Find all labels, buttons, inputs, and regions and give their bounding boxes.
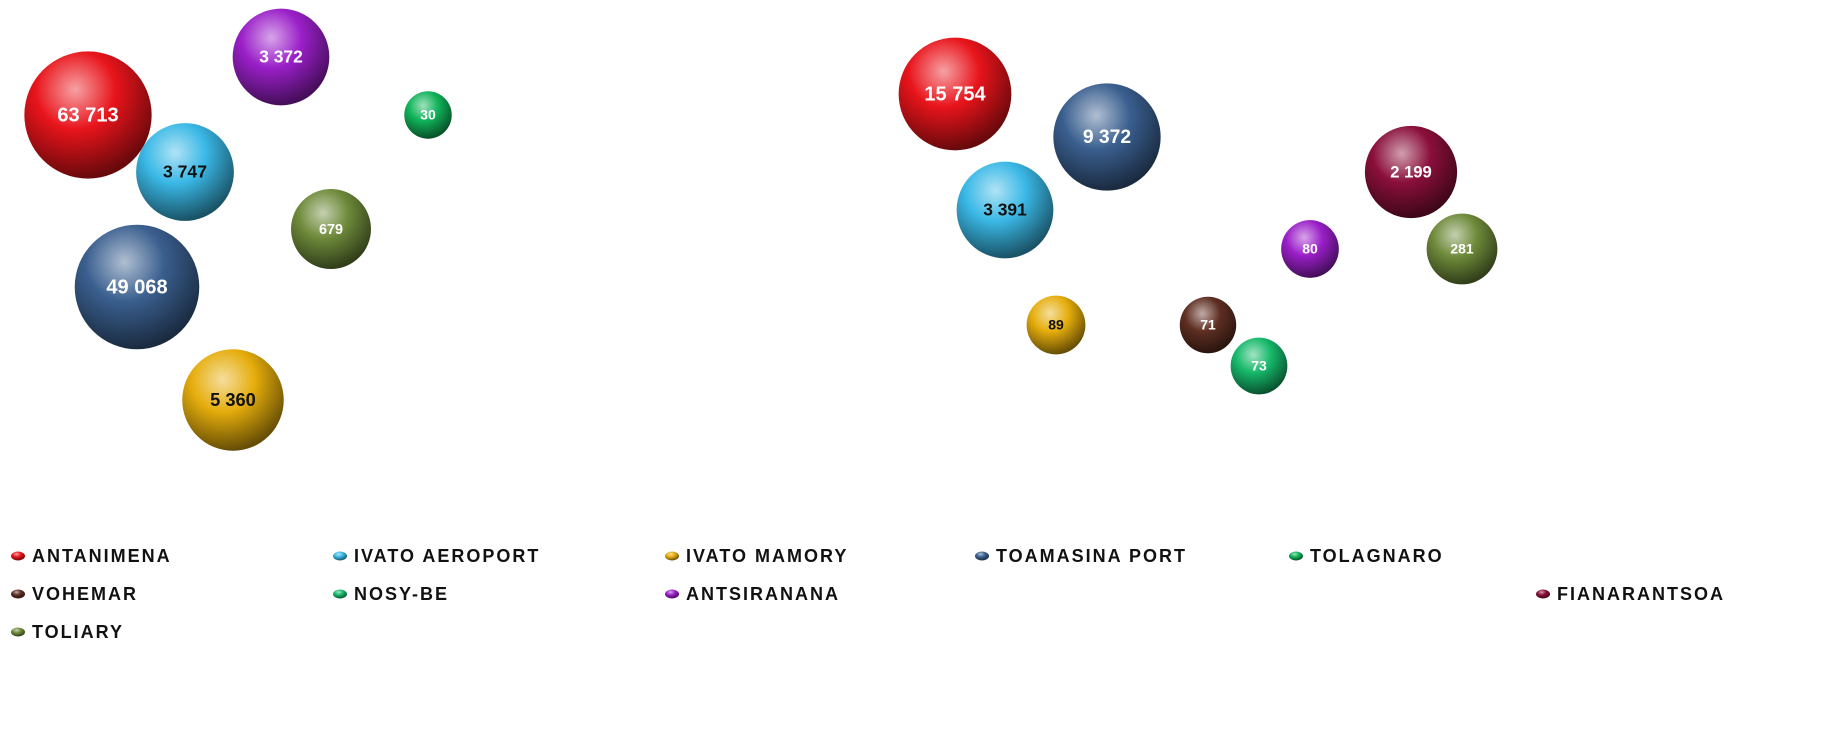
data-label: 3 391 [983, 200, 1027, 220]
data-label: 281 [1450, 241, 1474, 257]
data-label: 63 713 [57, 104, 118, 126]
bubble [1179, 296, 1237, 354]
bubble [1281, 220, 1339, 278]
data-label: 73 [1251, 358, 1267, 374]
data-label: 679 [319, 222, 343, 238]
legend-label: ANTANIMENA [32, 546, 172, 566]
legend-marker [665, 589, 679, 599]
bubble [74, 224, 200, 350]
legend-label: IVATO MAMORY [686, 546, 848, 566]
data-label: 5 360 [210, 389, 256, 410]
legend-marker [665, 551, 679, 561]
data-label: 9 372 [1083, 127, 1131, 148]
legend-marker [333, 589, 347, 599]
bubble [404, 91, 452, 139]
legend-marker [975, 551, 989, 561]
bubble [1426, 213, 1498, 285]
legend-label: FIANARANTSOA [1557, 584, 1725, 604]
data-label: 2 199 [1390, 162, 1432, 181]
bubble [1230, 337, 1288, 395]
data-label: 71 [1200, 317, 1216, 333]
legend-label: ANTSIRANANA [686, 584, 840, 604]
bubble [1364, 125, 1458, 219]
legend-marker [333, 551, 347, 561]
data-label: 30 [420, 107, 436, 123]
legend-marker [11, 627, 25, 637]
bubble [956, 161, 1054, 259]
bubble [1053, 83, 1161, 191]
bubble [136, 123, 234, 221]
legend-label: IVATO AEROPORT [354, 546, 540, 566]
data-label: 3 747 [163, 162, 207, 182]
legend-label: NOSY-BE [354, 584, 449, 604]
bubble [24, 51, 152, 179]
data-label: 3 372 [259, 47, 303, 67]
legend-marker [1536, 589, 1550, 599]
legend-marker [11, 551, 25, 561]
legend-label: VOHEMAR [32, 584, 138, 604]
bubble [182, 349, 284, 451]
data-label: 89 [1048, 317, 1064, 333]
legend-marker [11, 589, 25, 599]
bubble [898, 37, 1012, 151]
bubble [232, 8, 330, 106]
legend-marker [1289, 551, 1303, 561]
data-label: 80 [1302, 241, 1318, 257]
legend-label: TOAMASINA PORT [996, 546, 1187, 566]
bubble [1026, 295, 1086, 355]
data-label: 15 754 [924, 83, 986, 105]
bubble [291, 189, 371, 269]
data-label: 49 068 [106, 276, 167, 298]
legend-label: TOLIARY [32, 622, 124, 642]
legend-label: TOLAGNARO [1310, 546, 1444, 566]
